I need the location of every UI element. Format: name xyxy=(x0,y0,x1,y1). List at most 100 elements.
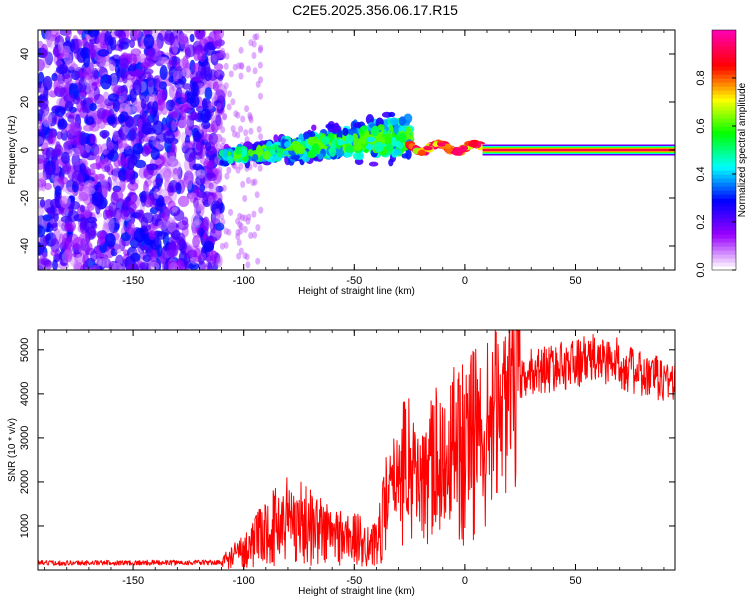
heatmap-cell xyxy=(105,232,116,248)
colorbar-swatch xyxy=(712,102,736,107)
heatmap-cell xyxy=(111,181,121,187)
colorbar-swatch xyxy=(712,114,736,119)
heatmap-cell xyxy=(155,177,163,185)
heatmap-cell xyxy=(145,224,152,231)
heatmap-cell xyxy=(188,192,197,199)
heatmap-cell xyxy=(129,173,136,185)
heatmap-cell xyxy=(329,146,337,157)
heatmap-cell xyxy=(246,65,251,73)
colorbar-swatch xyxy=(712,58,736,63)
heatmap-cell xyxy=(118,41,130,50)
heatmap-cell xyxy=(54,185,62,198)
heatmap-cell xyxy=(161,91,167,101)
colorbar-swatch xyxy=(712,226,736,231)
heatmap-cell xyxy=(122,91,128,101)
heatmap-cell xyxy=(224,172,230,180)
heatmap-cell xyxy=(73,38,83,51)
heatmap-cell xyxy=(423,146,433,151)
heatmap-cell xyxy=(99,57,112,68)
colorbar-swatch xyxy=(712,234,736,239)
heatmap-cell xyxy=(452,147,461,154)
heatmap-cell xyxy=(258,44,264,52)
heatmap-cell xyxy=(398,116,406,126)
heatmap-cell xyxy=(143,68,154,75)
heatmap-cell xyxy=(82,37,89,51)
heatmap-cell xyxy=(88,89,94,105)
heatmap-cell xyxy=(180,92,188,103)
heatmap-cell xyxy=(226,103,232,111)
heatmap-cell xyxy=(172,39,179,55)
heatmap-cell xyxy=(238,62,244,70)
heatmap-cell xyxy=(50,238,60,253)
heatmap-cell xyxy=(238,46,244,54)
heatmap-cell xyxy=(191,188,204,201)
heatmap-cell xyxy=(152,100,159,115)
heatmap-cell xyxy=(57,63,69,75)
heatmap-cell xyxy=(101,131,108,140)
heatmap-cell xyxy=(237,212,243,220)
heatmap-cell xyxy=(254,33,260,41)
heatmap-cell xyxy=(48,129,57,145)
colorbar-swatch xyxy=(712,170,736,175)
heatmap-cell xyxy=(215,84,221,92)
snr-xlabel: Height of straight line (km) xyxy=(298,586,415,597)
heatmap-cell xyxy=(141,145,150,157)
heatmap-cell xyxy=(171,206,178,213)
heatmap-cell xyxy=(80,217,88,230)
heatmap-cell xyxy=(215,34,221,41)
heatmap-cell xyxy=(174,61,181,72)
heatmap-cell xyxy=(159,65,168,80)
heatmap-cell xyxy=(203,41,215,56)
heatmap-cell xyxy=(179,36,190,50)
heatmap-cell xyxy=(335,149,345,158)
heatmap-cell xyxy=(120,209,129,220)
heatmap-cell xyxy=(193,149,203,160)
snr-xtick-label: 50 xyxy=(569,575,581,587)
heatmap-cell xyxy=(252,231,258,239)
heatmap-cell xyxy=(109,59,116,72)
heatmap-cell xyxy=(194,205,203,212)
heatmap-cell xyxy=(160,101,169,116)
heatmap-cell xyxy=(239,214,245,222)
heatmap-cell xyxy=(235,131,241,139)
heatmap-xtick-label: -100 xyxy=(233,275,255,287)
colorbar-swatch xyxy=(712,238,736,243)
colorbar-swatch xyxy=(712,62,736,67)
colorbar-swatch xyxy=(712,194,736,199)
heatmap-cell xyxy=(153,158,163,165)
heatmap-cell xyxy=(114,64,120,75)
heatmap-cell xyxy=(257,147,264,156)
heatmap-cell xyxy=(181,68,192,77)
colorbar-swatch xyxy=(712,66,736,71)
heatmap-cell xyxy=(139,194,147,203)
colorbar-swatch xyxy=(712,90,736,95)
heatmap-cell xyxy=(220,137,226,145)
heatmap-cell xyxy=(307,136,315,146)
heatmap-ytick-label: 20 xyxy=(19,96,31,108)
colorbar-swatch xyxy=(712,218,736,223)
heatmap-cell xyxy=(87,30,100,38)
snr-ytick-label: 2000 xyxy=(19,470,31,494)
heatmap-cell xyxy=(38,172,46,185)
heatmap-cell xyxy=(53,78,61,93)
heatmap-cell xyxy=(171,120,177,132)
heatmap-cell xyxy=(398,132,407,143)
snr-series-line xyxy=(38,330,675,570)
colorbar-swatch xyxy=(712,126,736,131)
heatmap-cell xyxy=(155,140,165,150)
heatmap-cell xyxy=(96,144,103,155)
heatmap-cell xyxy=(364,129,370,139)
heatmap-cell xyxy=(251,40,257,48)
heatmap-cell xyxy=(215,185,224,193)
heatmap-cell xyxy=(255,224,261,232)
heatmap-cell xyxy=(126,220,135,236)
heatmap-cell xyxy=(71,170,83,186)
heatmap-cell xyxy=(42,75,53,91)
heatmap-cell xyxy=(247,114,253,121)
colorbar-swatch xyxy=(712,250,736,255)
heatmap-cell xyxy=(59,195,71,209)
heatmap-cell xyxy=(132,143,144,155)
heatmap-cell xyxy=(55,80,67,88)
heatmap-cell xyxy=(122,74,128,84)
heatmap-cell xyxy=(245,177,251,184)
